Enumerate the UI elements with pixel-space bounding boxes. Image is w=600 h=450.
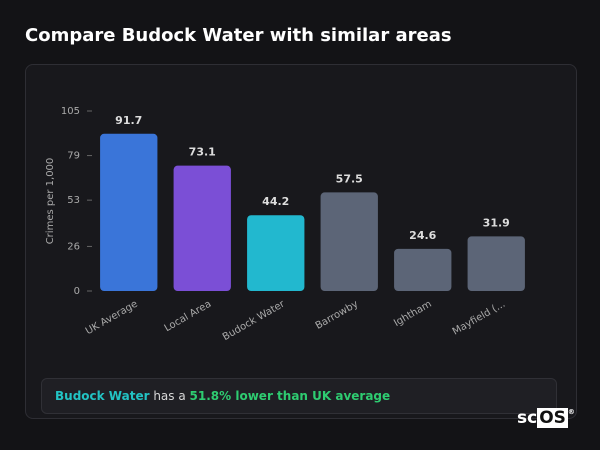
bar (394, 248, 452, 291)
y-tick-label: 105 (61, 106, 80, 117)
y-tick-label: 0 (74, 286, 80, 297)
value-label: 57.5 (336, 172, 363, 185)
y-tick-label: 79 (67, 151, 80, 162)
bar (320, 192, 378, 291)
logo-left: sc (517, 408, 538, 428)
bar (173, 165, 231, 291)
x-tick-label: UK Average (84, 299, 140, 338)
value-label: 91.7 (115, 114, 142, 127)
value-label: 31.9 (483, 216, 510, 229)
bar (100, 133, 158, 291)
logo-mark: ® (567, 408, 575, 416)
logo: sc OS ® (517, 408, 575, 428)
value-label: 44.2 (262, 195, 289, 208)
note-highlight: 51.8% lower than UK average (189, 389, 391, 403)
y-tick-label: 53 (67, 195, 80, 206)
bar (467, 236, 525, 291)
summary-note: Budock Water has a 51.8% lower than UK a… (41, 378, 557, 414)
note-area: Budock Water (55, 389, 150, 403)
value-label: 73.1 (189, 146, 216, 159)
x-tick-label: Ightham (392, 299, 434, 329)
x-tick-label: Barrowby (314, 299, 361, 332)
x-tick-label: Local Area (163, 299, 214, 335)
y-axis-label: Crimes per 1,000 (45, 158, 56, 245)
value-label: 24.6 (409, 229, 436, 242)
x-tick-label: Budock Water (221, 298, 288, 343)
logo-right: OS (537, 408, 568, 428)
note-text: has a (153, 389, 186, 403)
page-title: Compare Budock Water with similar areas (25, 25, 452, 46)
y-tick-label: 26 (67, 241, 80, 252)
bar (247, 215, 305, 291)
x-tick-label: Mayfield (... (451, 299, 507, 338)
